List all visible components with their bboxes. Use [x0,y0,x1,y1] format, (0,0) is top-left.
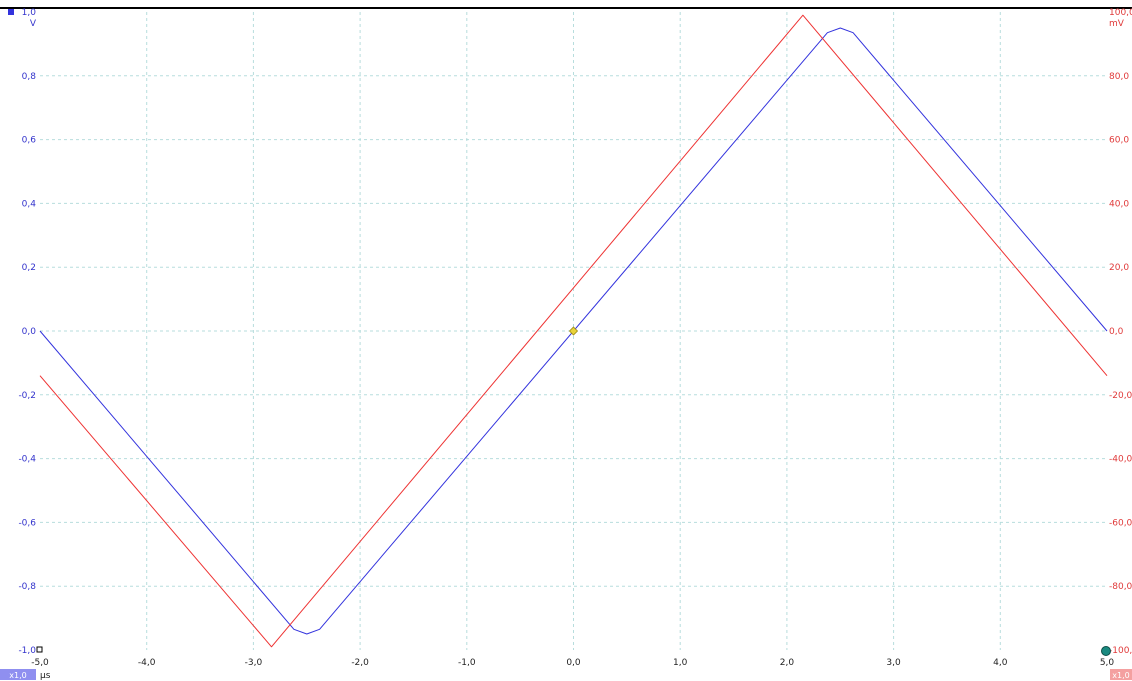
left-axis-unit: V [30,19,37,29]
right-axis-tick-label: -40,0 [1109,455,1132,465]
scale-badge-right[interactable] [1110,669,1132,680]
blue-square-icon [8,9,14,15]
x-tick-label: -3,0 [245,658,263,668]
x-tick-label: -5,0 [31,658,49,668]
x-tick-label: 3,0 [886,658,901,668]
right-axis-tick-label: -20,0 [1109,391,1132,401]
right-axis-tick-label: 100,0 [1109,8,1132,18]
x-tick-label: 0,0 [566,658,581,668]
white-square-icon [36,646,43,653]
left-axis-tick-label: -0,2 [18,391,36,401]
scale-badge-right-label: x1,0 [1112,671,1129,680]
left-axis-tick-label: 0,4 [22,199,37,209]
left-axis-tick-label: 0,6 [22,136,37,146]
scale-badge-left[interactable] [0,669,36,680]
x-tick-label: 5,0 [1100,658,1115,668]
left-axis-tick-label: 0,0 [22,327,37,337]
yellow-diamond-icon[interactable] [568,326,579,336]
scale-badge-left-label: x1,0 [9,671,26,680]
right-axis-tick-label: 60,0 [1109,136,1129,146]
x-axis-unit: µs [40,671,51,681]
right-axis-tick-label: 20,0 [1109,263,1129,273]
x-tick-label: -4,0 [138,658,156,668]
right-axis-unit: mV [1109,19,1125,29]
right-axis-tick-label: 40,0 [1109,199,1129,209]
x-tick-label: -1,0 [458,658,476,668]
tick-labels: -5,0 -4,0 -3,0 -2,0 -1,0 0,0 1,0 2,0 3,0 4,0 5,0 1,… [18,8,1132,681]
markers: x1,0 x1,0 [0,9,1132,680]
teal-circle-icon[interactable] [1101,646,1111,656]
x-tick-label: -2,0 [351,658,369,668]
right-axis-tick-label: -100,0 [1109,646,1132,656]
left-axis-tick-label: 0,2 [22,263,36,273]
left-axis-tick-label: 1,0 [22,8,37,18]
right-axis-tick-label: -80,0 [1109,582,1132,592]
channel-b-trace [39,14,1108,648]
left-axis-tick-label: -0,6 [18,518,36,528]
left-axis-tick-label: -0,8 [18,582,36,592]
right-axis-tick-label: 0,0 [1109,327,1124,337]
right-axis-tick-label: -60,0 [1109,518,1132,528]
x-tick-label: 1,0 [673,658,688,668]
left-axis-tick-label: -0,4 [18,455,36,465]
x-tick-label: 2,0 [780,658,795,668]
x-tick-label: 4,0 [993,658,1008,668]
left-axis-tick-label: 0,8 [22,72,37,82]
left-axis-tick-label: -1,0 [18,646,36,656]
right-axis-tick-label: 80,0 [1109,72,1129,82]
